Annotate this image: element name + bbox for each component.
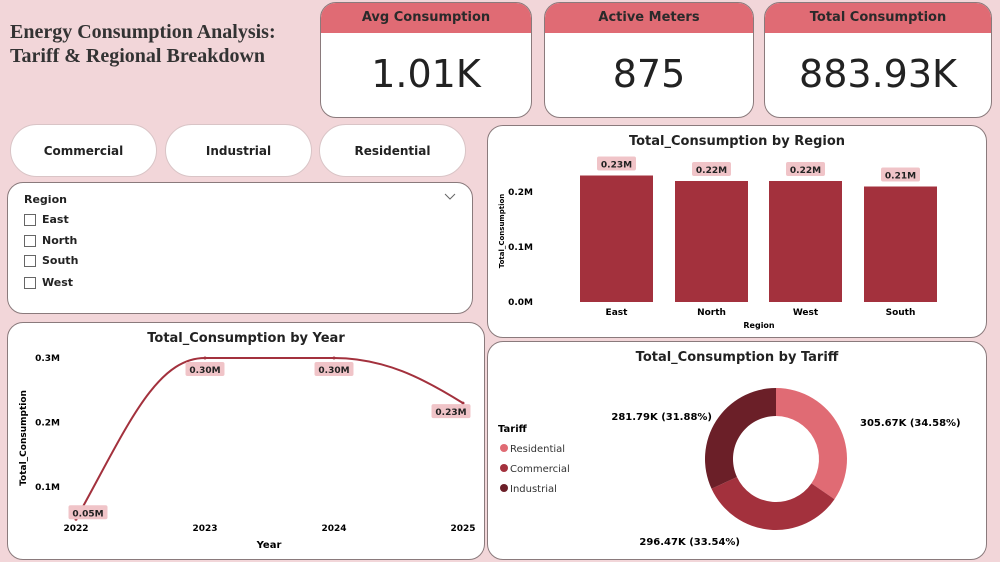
title-line-1: Energy Consumption Analysis: bbox=[10, 21, 276, 43]
region-slicer: Region East North South West bbox=[7, 182, 473, 314]
data-label-bg bbox=[431, 404, 471, 419]
slice-label: 305.67K (34.58%) bbox=[860, 418, 961, 429]
kpi-label: Avg Consumption bbox=[321, 3, 531, 33]
data-point bbox=[461, 401, 465, 405]
legend-item: Residential bbox=[510, 444, 565, 455]
residential-button[interactable]: Residential bbox=[319, 124, 466, 177]
y-tick-label: 0.1M bbox=[508, 243, 533, 253]
kpi-label: Total Consumption bbox=[765, 3, 991, 33]
option-label: North bbox=[42, 234, 78, 247]
slice-label: 281.79K (31.88%) bbox=[611, 412, 712, 423]
kpi-value: 883.93K bbox=[799, 52, 957, 96]
checkbox[interactable] bbox=[24, 254, 36, 267]
series-line bbox=[75, 357, 464, 520]
legend-marker bbox=[500, 444, 508, 452]
region-bar-chart: Total_Consumption by Region 0.0M 0.1M 0.2M… bbox=[487, 125, 987, 338]
kpi-active-meters: Active Meters 875 bbox=[544, 2, 754, 118]
year-line-chart: Total_Consumption by Year 0.1M 0.2M 0.3M 0.… bbox=[7, 322, 485, 560]
commercial-button[interactable]: Commercial bbox=[10, 124, 157, 177]
bar-west bbox=[769, 181, 842, 302]
x-tick-label: East bbox=[606, 308, 629, 318]
data-label-bg bbox=[881, 167, 920, 182]
data-label: 0.22M bbox=[696, 166, 727, 176]
data-label-bg bbox=[185, 362, 225, 376]
x-tick-label: North bbox=[697, 308, 726, 318]
region-option-west[interactable]: West bbox=[24, 276, 73, 289]
donut-chart-svg: 305.67K (34.58%) Residential 296.47K (33.5… bbox=[498, 388, 961, 548]
region-option-east[interactable]: East bbox=[24, 213, 69, 226]
slice-commercial bbox=[711, 477, 835, 530]
x-tick-label: 2024 bbox=[321, 524, 346, 534]
region-option-south[interactable]: South bbox=[24, 254, 78, 267]
page-title: Energy Consumption Analysis: Tariff & Re… bbox=[10, 20, 276, 68]
kpi-total-consumption: Total Consumption 883.93K bbox=[764, 2, 992, 118]
data-label-bg bbox=[786, 162, 825, 176]
industrial-button[interactable]: Industrial bbox=[165, 124, 312, 177]
checkbox[interactable] bbox=[24, 213, 36, 226]
data-label-bg bbox=[597, 156, 636, 171]
legend-marker bbox=[500, 464, 508, 472]
legend-title: Tariff bbox=[498, 424, 528, 435]
data-label-bg bbox=[314, 362, 354, 376]
chart-title: Total_Consumption by Year bbox=[147, 331, 345, 346]
data-label: 0.22M bbox=[790, 166, 821, 176]
kpi-avg-consumption: Avg Consumption 1.01K bbox=[320, 2, 532, 118]
legend-item: Commercial bbox=[510, 464, 570, 475]
bar-east bbox=[580, 175, 653, 302]
y-axis-label: Total_Consumption bbox=[19, 390, 29, 486]
bar-north bbox=[675, 181, 748, 302]
option-label: South bbox=[42, 254, 79, 267]
slice-residential bbox=[776, 388, 847, 500]
x-tick-label: 2022 bbox=[63, 524, 88, 534]
y-tick-label: 0.2M bbox=[508, 188, 533, 198]
chevron-down-icon[interactable] bbox=[444, 193, 456, 201]
slicer-title: Region bbox=[24, 193, 67, 206]
x-tick-label: West bbox=[793, 308, 819, 318]
kpi-value: 875 bbox=[612, 52, 686, 96]
x-tick-label: South bbox=[886, 308, 916, 318]
kpi-label: Active Meters bbox=[545, 3, 753, 33]
data-label-bg bbox=[68, 505, 108, 520]
data-label: 0.05M bbox=[72, 509, 103, 519]
x-tick-label: 2025 bbox=[450, 524, 475, 534]
y-tick-label: 0.0M bbox=[508, 298, 533, 308]
x-axis-label: Year bbox=[256, 540, 282, 551]
y-tick-label: 0.2M bbox=[35, 419, 60, 429]
chart-title: Total_Consumption by Region bbox=[628, 134, 846, 149]
data-label: 0.23M bbox=[601, 161, 632, 171]
chart-title: Total_Consumption by Tariff bbox=[635, 350, 839, 365]
kpi-value: 1.01K bbox=[371, 52, 481, 96]
slice-industrial bbox=[705, 388, 776, 489]
bar-chart-svg: 0.0M 0.1M 0.2M 0.23M East 0.22M North 0.22M West… bbox=[498, 156, 937, 330]
option-label: West bbox=[42, 276, 74, 289]
data-point bbox=[332, 356, 336, 360]
data-label-bg bbox=[692, 162, 731, 176]
title-line-2: Tariff & Regional Breakdown bbox=[10, 45, 266, 67]
y-axis-label: Total_Consumption bbox=[498, 194, 506, 269]
region-option-north[interactable]: North bbox=[24, 234, 77, 247]
checkbox[interactable] bbox=[24, 276, 36, 289]
data-label: 0.21M bbox=[885, 172, 916, 182]
data-point bbox=[203, 356, 207, 360]
y-tick-label: 0.1M bbox=[35, 483, 60, 493]
data-label: 0.30M bbox=[318, 366, 349, 376]
y-tick-label: 0.3M bbox=[35, 354, 60, 364]
x-axis-label: Region bbox=[743, 321, 775, 330]
x-tick-label: 2023 bbox=[192, 524, 217, 534]
legend-marker bbox=[500, 484, 508, 492]
legend-item: Industrial bbox=[510, 484, 557, 495]
data-label: 0.30M bbox=[189, 366, 220, 376]
option-label: East bbox=[42, 213, 69, 226]
line-chart-svg: 0.1M 0.2M 0.3M 0.05M 2022 0.30M 2023 0.30M 2024 0… bbox=[19, 354, 476, 551]
data-label: 0.23M bbox=[435, 408, 466, 418]
slice-label: 296.47K (33.54%) bbox=[639, 537, 740, 548]
tariff-donut-chart: Total_Consumption by Tariff 305.67K (34.… bbox=[487, 341, 987, 560]
bar-south bbox=[864, 186, 937, 302]
checkbox[interactable] bbox=[24, 234, 36, 247]
